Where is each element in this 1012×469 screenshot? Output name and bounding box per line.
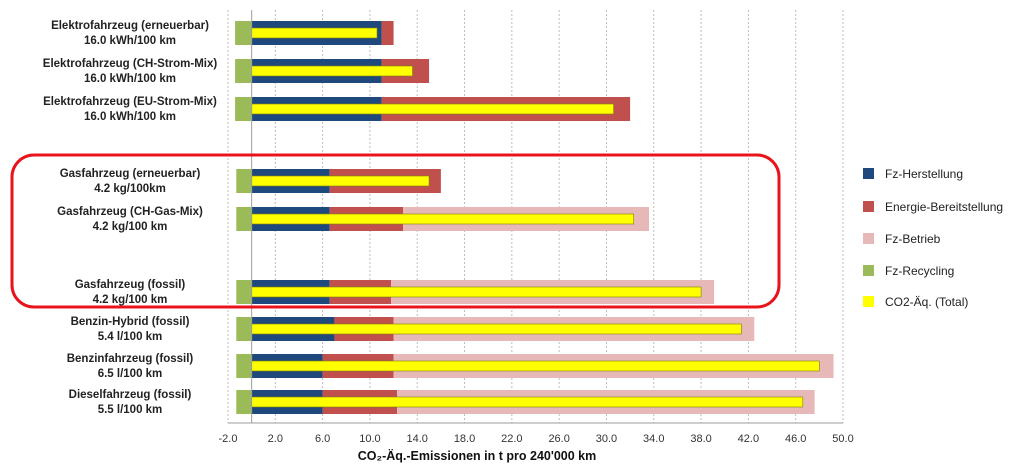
bar-co2-total [251, 175, 430, 187]
x-tick-label: 2.0 [268, 433, 283, 445]
bar-co2-total [251, 360, 820, 372]
highlight-frame [10, 153, 781, 309]
category-label-line1: Gasfahrzeug (CH-Gas-Mix) [57, 206, 203, 218]
x-tick-label: 46.0 [785, 433, 806, 445]
bar-group [235, 21, 834, 414]
category-label-line1: Benzinfahrzeug (fossil) [67, 353, 194, 365]
category-label-line2: 16.0 kWh/100 km [84, 35, 176, 47]
bar-fz-recycling [236, 280, 252, 304]
category-label-line1: Benzin-Hybrid (fossil) [71, 316, 190, 328]
bar-co2-total [251, 103, 614, 115]
x-axis: -2.0 2.0 6.0 10.0 14.0 18.0 22.0 26.0 30.0 34.0 38… [219, 10, 854, 445]
bar-fz-recycling [236, 169, 252, 193]
x-tick-label: 14.0 [407, 433, 428, 445]
category-label-line1: Gasfahrzeug (fossil) [75, 279, 186, 291]
legend-swatch [863, 233, 874, 244]
bar-fz-recycling [236, 207, 252, 231]
x-tick-label: 34.0 [643, 433, 664, 445]
bar-co2-total [251, 286, 702, 298]
category-label-line2: 4.2 kg/100km [94, 183, 166, 195]
bar-co2-total [251, 396, 804, 408]
x-tick-label: 38.0 [690, 433, 711, 445]
category-label-line2: 5.5 l/100 km [98, 404, 163, 416]
bar-fz-recycling [235, 59, 252, 83]
bar-fz-recycling [236, 317, 252, 341]
category-label-line1: Elektrofahrzeug (erneuerbar) [51, 20, 209, 32]
x-tick-label: 42.0 [738, 433, 759, 445]
bar-fz-recycling [236, 390, 252, 414]
category-labels: Elektrofahrzeug (erneuerbar) 16.0 kWh/100… [43, 20, 218, 416]
legend-swatch [863, 201, 874, 212]
x-axis-title: CO₂-Äq.-Emissionen in t pro 240'000 km [358, 448, 596, 463]
x-tick-label: 30.0 [596, 433, 617, 445]
category-label-line2: 6.5 l/100 km [98, 368, 163, 380]
bar-co2-total [251, 213, 634, 225]
x-tick-label: 26.0 [548, 433, 569, 445]
x-tick-label: 18.0 [454, 433, 475, 445]
legend-label: CO2-Äq. (Total) [885, 295, 968, 309]
bar-co2-total [251, 27, 378, 39]
legend-label: Energie-Bereitstellung [885, 200, 1003, 214]
legend-swatch [863, 168, 874, 179]
legend-label: Fz-Recycling [885, 264, 954, 278]
category-label-line2: 5.4 l/100 km [98, 331, 163, 343]
category-label-line2: 16.0 kWh/100 km [84, 73, 176, 85]
x-tick-label: 50.0 [832, 433, 853, 445]
legend: Fz-Herstellung Energie-Bereitstellung Fz-B… [863, 167, 1003, 309]
legend-label: Fz-Herstellung [885, 167, 963, 181]
bar-fz-recycling [235, 21, 252, 45]
bar-co2-total [251, 323, 742, 335]
category-label-line1: Elektrofahrzeug (CH-Strom-Mix) [43, 58, 218, 70]
category-label-line1: Elektrofahrzeug (EU-Strom-Mix) [43, 96, 217, 108]
legend-swatch [863, 265, 874, 276]
bar-co2-total [251, 65, 413, 77]
x-tick-label: 6.0 [315, 433, 330, 445]
highlight-rectangle [10, 153, 781, 309]
category-label-line1: Dieselfahrzeug (fossil) [69, 389, 192, 401]
x-tick-label: 22.0 [501, 433, 522, 445]
x-tick-label: 10.0 [359, 433, 380, 445]
bar-energie-bereitstellung [381, 21, 394, 45]
bar-fz-recycling [236, 354, 252, 378]
category-label-line2: 4.2 kg/100 km [93, 294, 168, 306]
legend-swatch [863, 296, 874, 307]
legend-label: Fz-Betrieb [885, 232, 941, 246]
category-label-line1: Gasfahrzeug (erneuerbar) [60, 168, 201, 180]
x-tick-label: -2.0 [219, 433, 238, 445]
bar-fz-recycling [235, 97, 252, 121]
category-label-line2: 16.0 kWh/100 km [84, 111, 176, 123]
category-label-line2: 4.2 kg/100 km [93, 221, 168, 233]
